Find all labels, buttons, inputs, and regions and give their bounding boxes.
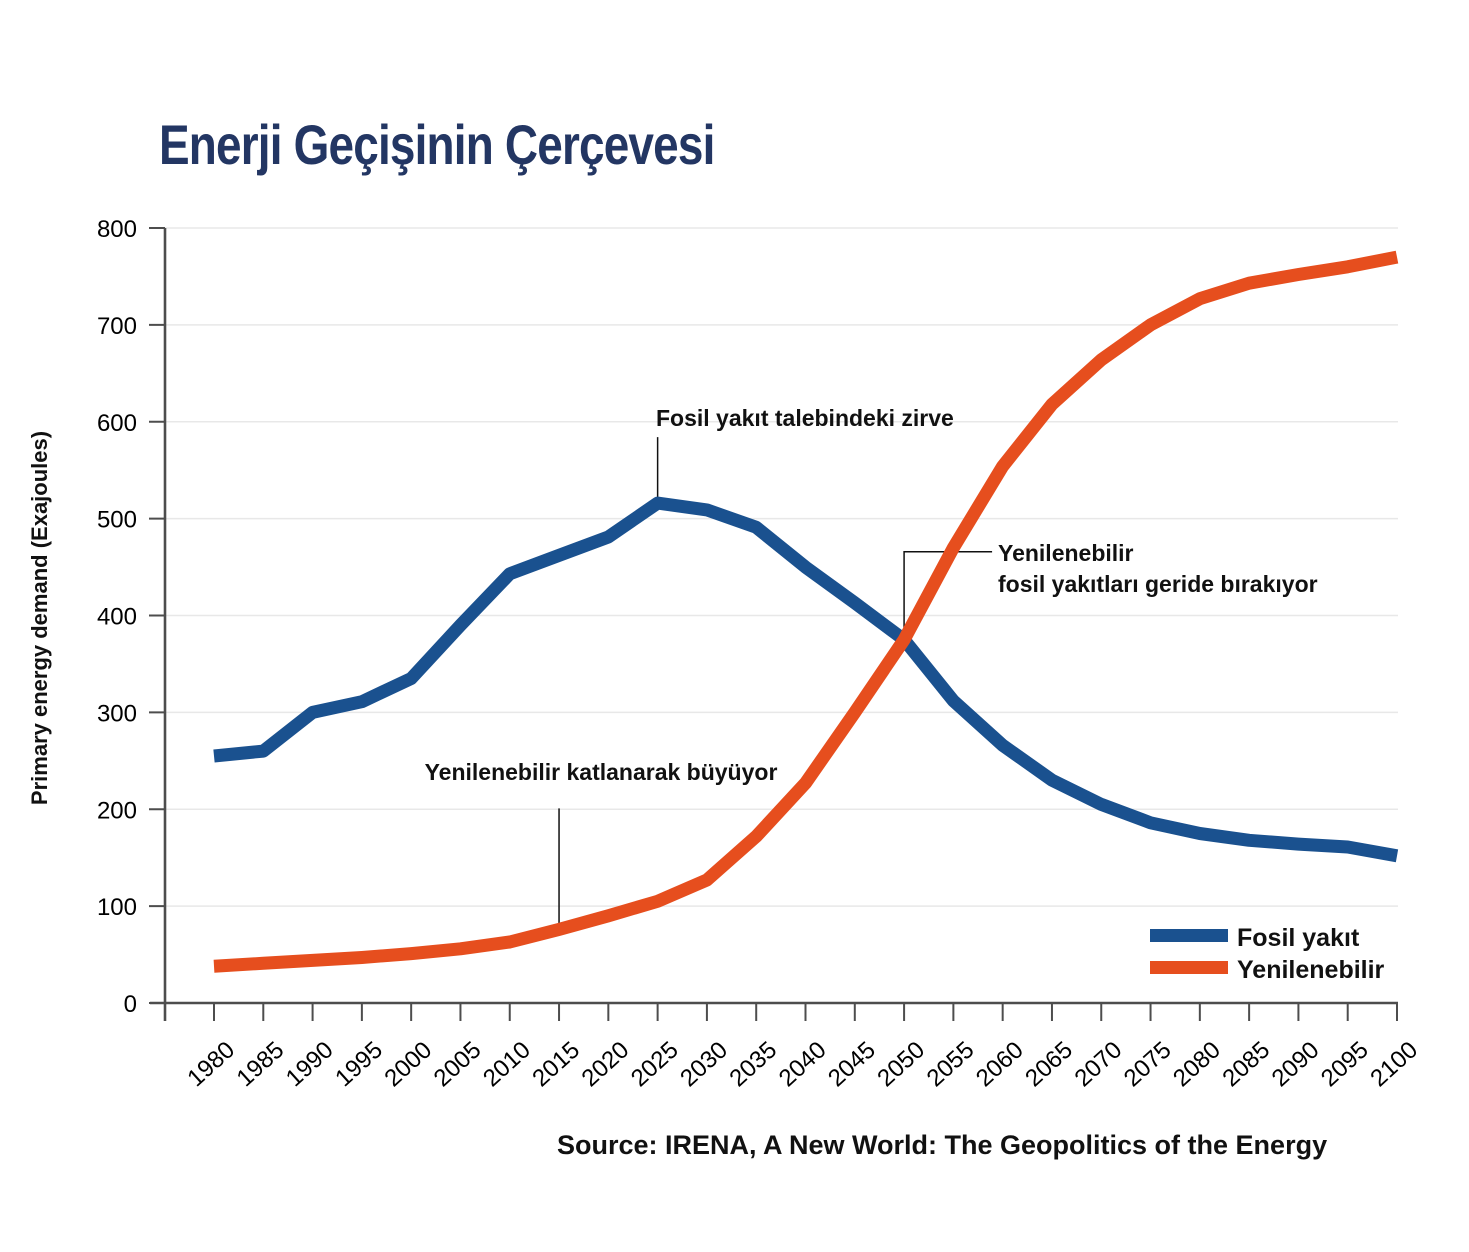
- legend-label-renewable: Yenilenebilir: [1237, 956, 1385, 984]
- x-tick-label: 2025: [626, 1036, 684, 1092]
- legend-group: [1150, 929, 1228, 974]
- annotation-peak-label: Fosil yakıt talebindeki zirve: [656, 405, 954, 431]
- x-tick-label: 2090: [1267, 1036, 1325, 1092]
- x-tick-label: 2010: [478, 1036, 536, 1092]
- x-tick-label: 2030: [675, 1036, 733, 1092]
- annotation-crossover-connector: [903, 550, 993, 640]
- annotation-crossover-label-line2: fosil yakıtları geride bırakıyor: [998, 571, 1318, 597]
- x-tick-label: 1995: [330, 1036, 388, 1092]
- annotation-connectors-group: [558, 437, 993, 925]
- x-tick-label: 2045: [823, 1036, 881, 1092]
- x-tick-label: 2080: [1168, 1036, 1226, 1092]
- y-tick-label: 200: [97, 797, 137, 824]
- y-tick-label: 400: [97, 604, 137, 631]
- x-tick-label: 2005: [429, 1036, 487, 1092]
- y-tick-label: 100: [97, 894, 137, 921]
- x-tick-label: 2015: [527, 1036, 585, 1092]
- annotation-growth-label: Yenilenebilir katlanarak büyüyor: [425, 759, 778, 785]
- annotation-crossover-label-line1: Yenilenebilir: [998, 540, 1134, 566]
- y-tick-label: 0: [124, 991, 137, 1018]
- x-tick-label: 1985: [232, 1036, 290, 1092]
- y-tick-label: 700: [97, 313, 137, 340]
- legend-label-fossil: Fosil yakıt: [1237, 924, 1360, 952]
- legend-swatch-renewable: [1150, 961, 1228, 974]
- x-tick-label: 2020: [577, 1036, 635, 1092]
- series-line-renewable: [213, 250, 1399, 973]
- x-tick-label: 2075: [1119, 1036, 1177, 1092]
- x-tick-label: 1980: [182, 1036, 240, 1092]
- x-tick-label: 2100: [1365, 1036, 1423, 1092]
- x-tick-label: 2060: [971, 1036, 1029, 1092]
- series-line-fossil: [213, 496, 1399, 863]
- y-tick-label: 500: [97, 507, 137, 534]
- x-tick-label: 2070: [1070, 1036, 1128, 1092]
- x-tick-label: 2055: [922, 1036, 980, 1092]
- x-tick-label: 2040: [774, 1036, 832, 1092]
- x-tick-label: 2000: [379, 1036, 437, 1092]
- x-tick-label: 2095: [1316, 1036, 1374, 1092]
- page-title: Enerji Geçişinin Çerçevesi: [159, 113, 715, 176]
- y-tick-label: 600: [97, 410, 137, 437]
- series-lines-group: [213, 250, 1399, 973]
- x-tick-label: 2065: [1020, 1036, 1078, 1092]
- legend-swatch-fossil: [1150, 929, 1228, 942]
- y-axis-title: Primary energy demand (Exajoules): [27, 431, 52, 805]
- y-tick-label: 300: [97, 700, 137, 727]
- source-caption: Source: IRENA, A New World: The Geopolit…: [557, 1130, 1327, 1160]
- x-tick-label: 2085: [1217, 1036, 1275, 1092]
- y-tick-label: 800: [97, 216, 137, 243]
- x-tick-label: 1990: [281, 1036, 339, 1092]
- x-tick-label: 2035: [724, 1036, 782, 1092]
- x-tick-label: 2050: [872, 1036, 930, 1092]
